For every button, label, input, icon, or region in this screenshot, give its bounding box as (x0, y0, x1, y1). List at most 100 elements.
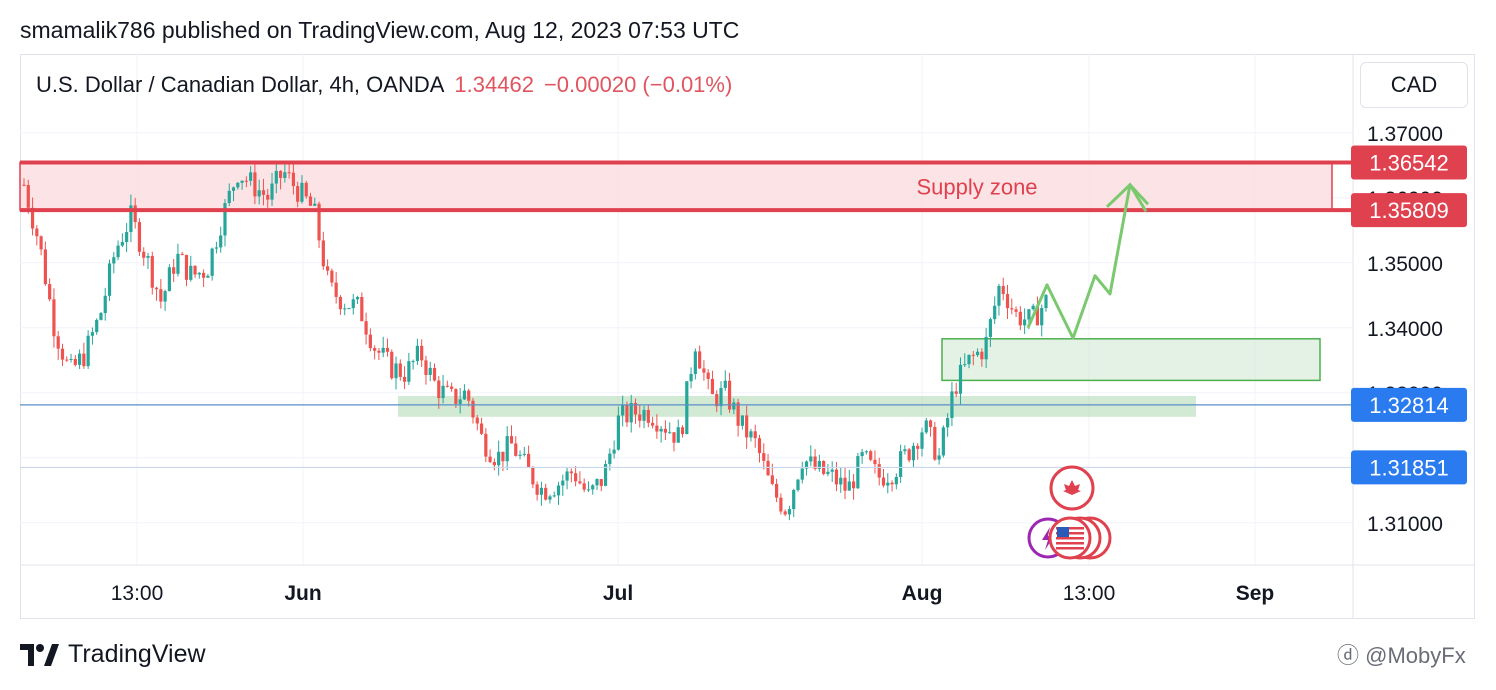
candle-body (556, 485, 561, 496)
candle-body (937, 455, 941, 460)
candle-body (1027, 309, 1031, 320)
candle (261, 178, 266, 206)
candle-body (287, 172, 291, 174)
candle (732, 398, 736, 415)
event-icons (1027, 516, 1112, 560)
candle (608, 448, 612, 471)
candle-body (766, 460, 770, 476)
candle (638, 405, 642, 428)
candle-body (732, 402, 736, 410)
candle-body (946, 418, 950, 428)
candle-body (120, 242, 124, 246)
tradingview-logo[interactable]: TradingView (20, 640, 206, 669)
candle-body (997, 285, 1001, 306)
candle (856, 452, 860, 489)
candle-body (719, 388, 723, 407)
candle (655, 414, 659, 439)
candle (90, 327, 95, 345)
candle-body (860, 452, 864, 457)
candle (184, 254, 189, 287)
candle-body (484, 433, 488, 457)
candle-body (561, 480, 565, 486)
price-label-bg (1351, 387, 1467, 422)
candle (693, 348, 697, 380)
demand-zone-upper (941, 338, 1321, 382)
candle (257, 179, 261, 205)
candle-body (189, 265, 193, 280)
candle-body (625, 405, 629, 423)
us-flag-stripe (1056, 542, 1084, 545)
grid (20, 54, 1353, 565)
candle (826, 464, 830, 477)
candle (877, 457, 881, 486)
candle (514, 436, 518, 457)
candle (603, 460, 608, 487)
candle-body (411, 361, 415, 363)
candle (137, 218, 142, 256)
candle-body (219, 235, 223, 248)
candle (775, 478, 779, 503)
candle-body (578, 481, 582, 484)
candle-body (1010, 308, 1014, 310)
watermark-text: @MobyFx (1365, 643, 1466, 668)
candle (479, 417, 484, 435)
candle (227, 183, 231, 207)
candle-body (90, 332, 95, 336)
candle-body (531, 467, 535, 485)
candle (347, 307, 351, 310)
candle-body (227, 190, 231, 204)
candle (809, 445, 813, 467)
candle (881, 468, 886, 488)
candle (1014, 306, 1018, 318)
candle-body (522, 453, 526, 455)
candle (997, 283, 1001, 316)
candle-body (304, 182, 308, 197)
candle-body (954, 391, 958, 394)
candle-body (1014, 309, 1018, 312)
candle (792, 488, 796, 518)
candle (916, 443, 920, 460)
candle (659, 425, 663, 443)
candle-body (672, 432, 676, 443)
candle-body (903, 449, 907, 452)
candle-body (467, 390, 471, 401)
currency-button[interactable]: CAD (1360, 62, 1468, 108)
candle (779, 493, 783, 515)
candle (334, 272, 338, 304)
candle (548, 494, 552, 504)
candle (214, 241, 219, 254)
candle (629, 394, 633, 433)
candle (441, 374, 445, 404)
candle (364, 312, 368, 345)
candle-body (381, 347, 385, 353)
candle-body (330, 270, 334, 283)
candle (586, 481, 591, 493)
candle-body (462, 390, 467, 400)
supply-zone-label: Supply zone (916, 174, 1037, 199)
candle-body (308, 196, 313, 206)
candle-body (283, 172, 287, 178)
candle-body (693, 351, 697, 374)
candle (702, 360, 706, 381)
candle (1035, 296, 1040, 326)
candle-body (941, 427, 945, 456)
candle (800, 461, 804, 484)
candle (163, 289, 167, 311)
candle (890, 480, 894, 492)
candle-body (432, 367, 437, 381)
price-label-text: 1.31851 (1369, 455, 1449, 480)
candle (193, 265, 197, 278)
candle (244, 176, 248, 188)
candle-body (911, 445, 916, 461)
candle-body (886, 482, 890, 486)
candle (796, 478, 800, 492)
candle (99, 311, 103, 321)
candle-body (368, 334, 372, 349)
candle (762, 443, 766, 470)
candle-body (270, 183, 274, 200)
candle-body (1040, 307, 1044, 326)
candle (1040, 304, 1044, 337)
candle-body (407, 361, 411, 382)
candle-body (497, 451, 501, 466)
